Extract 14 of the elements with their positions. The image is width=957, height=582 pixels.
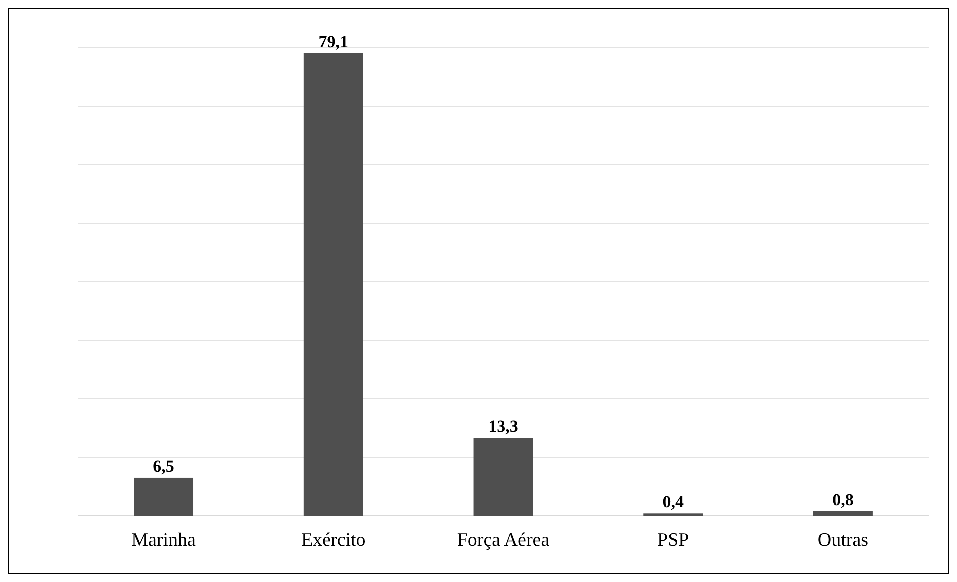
data-label: 0,8 xyxy=(832,490,854,510)
x-tick-label: PSP xyxy=(658,530,690,551)
bar xyxy=(813,511,873,516)
data-label: 13,3 xyxy=(488,417,518,436)
data-label: 6,5 xyxy=(153,456,174,476)
x-tick-label: Outras xyxy=(818,530,869,551)
x-tick-label: Marinha xyxy=(132,530,197,551)
data-label: 79,1 xyxy=(318,32,349,52)
bar xyxy=(134,478,194,516)
x-tick-label: Força Aérea xyxy=(457,530,550,551)
data-label: 0,4 xyxy=(662,492,684,512)
x-tick-label: Exército xyxy=(301,530,366,551)
bar xyxy=(474,438,534,516)
bar xyxy=(304,53,364,516)
